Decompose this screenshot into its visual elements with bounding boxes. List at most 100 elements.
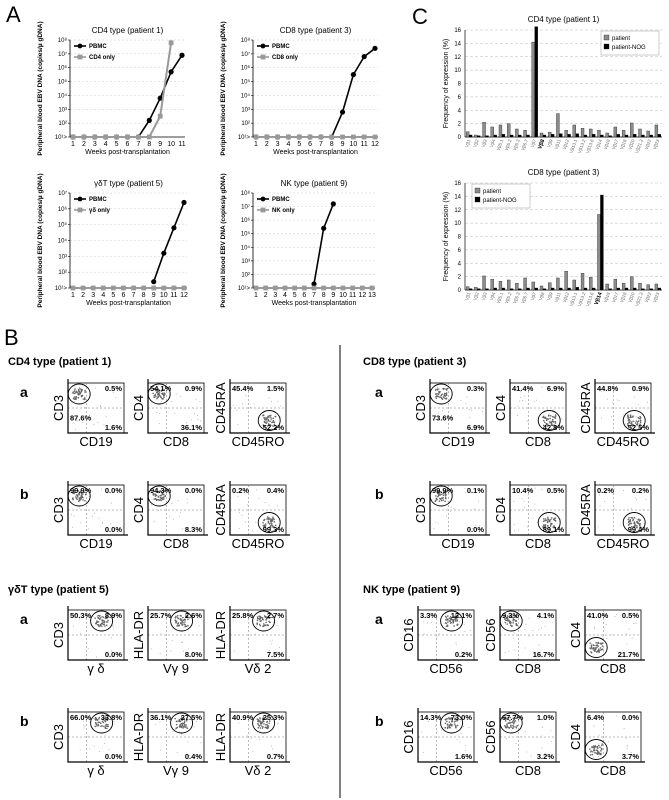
cell-dot [178, 624, 181, 627]
cell-dot [190, 419, 192, 421]
cell-dot [162, 496, 165, 499]
cell-dot [261, 722, 263, 724]
cell-dot [264, 624, 267, 627]
cell-dot [95, 387, 97, 389]
plot-axes [417, 606, 478, 661]
cell-dot [171, 503, 173, 505]
cell-dot [450, 725, 453, 727]
x-tick-label: 6 [122, 292, 126, 299]
cell-dot [92, 615, 94, 617]
y-tick-label: 10⁷ [241, 51, 250, 58]
cell-dot [590, 647, 592, 650]
quadrant-percent: 73.0% [451, 713, 473, 722]
x-tick-label: 9 [158, 141, 162, 148]
x-tick-label: 1 [71, 141, 75, 148]
cell-dot [270, 519, 272, 521]
cell-dot [253, 403, 255, 405]
x-tick-label: Vβ5.3 [512, 138, 521, 151]
y-axis-label: Peripheral blood EBV DNA (copies/µ gDNA) [37, 173, 44, 307]
cell-dot [272, 516, 274, 518]
x-tick-label: 7 [132, 292, 136, 299]
cell-dot [238, 527, 240, 529]
cell-dot [180, 717, 183, 719]
x-tick-label: Vβ11 [554, 291, 562, 303]
cell-dot [259, 730, 261, 732]
cell-dot [258, 623, 261, 626]
data-point [286, 134, 291, 140]
data-point [157, 113, 163, 119]
cell-dot [449, 511, 451, 513]
cell-dot [174, 729, 176, 731]
cell-dot [435, 388, 437, 391]
cell-dot [537, 618, 539, 620]
cell-dot [113, 653, 115, 655]
cell-dot [444, 722, 447, 725]
cell-dot [460, 732, 462, 734]
quadrant-percent: 14.3% [420, 713, 442, 722]
cell-dot [266, 624, 269, 626]
cell-dot [594, 627, 596, 629]
cell-dot [185, 725, 187, 727]
bar [646, 130, 650, 138]
cell-dot [105, 624, 108, 627]
cell-dot [542, 419, 545, 422]
cell-dot [439, 491, 442, 493]
data-point [307, 134, 313, 140]
y-tick-label: 12 [454, 208, 461, 214]
cell-dot [625, 757, 627, 759]
cell-dot [261, 618, 264, 621]
y-tick-label: 10² [58, 121, 67, 127]
x-tick-label: 8 [330, 141, 334, 148]
cell-dot [78, 498, 81, 501]
cell-dot [544, 524, 546, 527]
x-tick-label: Vβ18 [619, 138, 627, 150]
quadrant-percent: 99.9% [70, 486, 92, 495]
cell-dot [260, 721, 262, 723]
data-point [141, 285, 147, 291]
cell-dot [594, 751, 596, 754]
bar [657, 287, 662, 291]
y-tick-label: 0 [458, 288, 462, 294]
cell-dot [506, 615, 509, 617]
quadrant-percent: 27.5% [181, 713, 203, 722]
cell-dot [509, 722, 512, 724]
legend-label: patient-NOG [612, 45, 646, 51]
cell-dot [638, 417, 641, 420]
flow-y-label: CD4 [493, 395, 508, 421]
data-point [361, 134, 367, 140]
flow-x-label: CD45RO [232, 434, 285, 449]
cell-dot [94, 717, 97, 720]
cell-dot [183, 721, 186, 724]
legend-marker [260, 196, 266, 202]
cell-dot [262, 717, 264, 719]
cell-dot [549, 421, 551, 423]
gate-circle [170, 712, 194, 734]
y-axis-label: Peripheral blood EBV DNA (copies/µ gDNA) [220, 173, 227, 307]
cell-dot [178, 619, 180, 621]
flow-y-label: CD3 [51, 497, 66, 523]
cell-dot [506, 623, 509, 625]
cell-dot [639, 416, 642, 419]
data-point [151, 279, 157, 285]
plot-axes [594, 481, 655, 536]
cell-dot [233, 613, 235, 615]
cell-dot [268, 428, 270, 430]
cell-dot [550, 517, 553, 519]
flow-x-label: CD19 [79, 434, 112, 449]
cell-dot [159, 721, 161, 723]
cell-dot [513, 726, 515, 728]
cell-dot [106, 727, 108, 730]
cell-dot [259, 615, 262, 618]
cell-dot [267, 419, 270, 422]
y-tick-label: 10⁴ [58, 238, 68, 245]
flow-y-label: CD56 [483, 720, 498, 753]
cell-dot [157, 495, 160, 498]
cell-dot [155, 391, 158, 394]
panel-label-a: A [6, 2, 21, 27]
plot-axes [67, 708, 128, 763]
cell-dot [72, 397, 75, 400]
flow-x-label: γ δ [87, 661, 104, 676]
legend-marker [260, 54, 266, 60]
cell-dot [263, 624, 265, 627]
cell-dot [256, 720, 259, 722]
